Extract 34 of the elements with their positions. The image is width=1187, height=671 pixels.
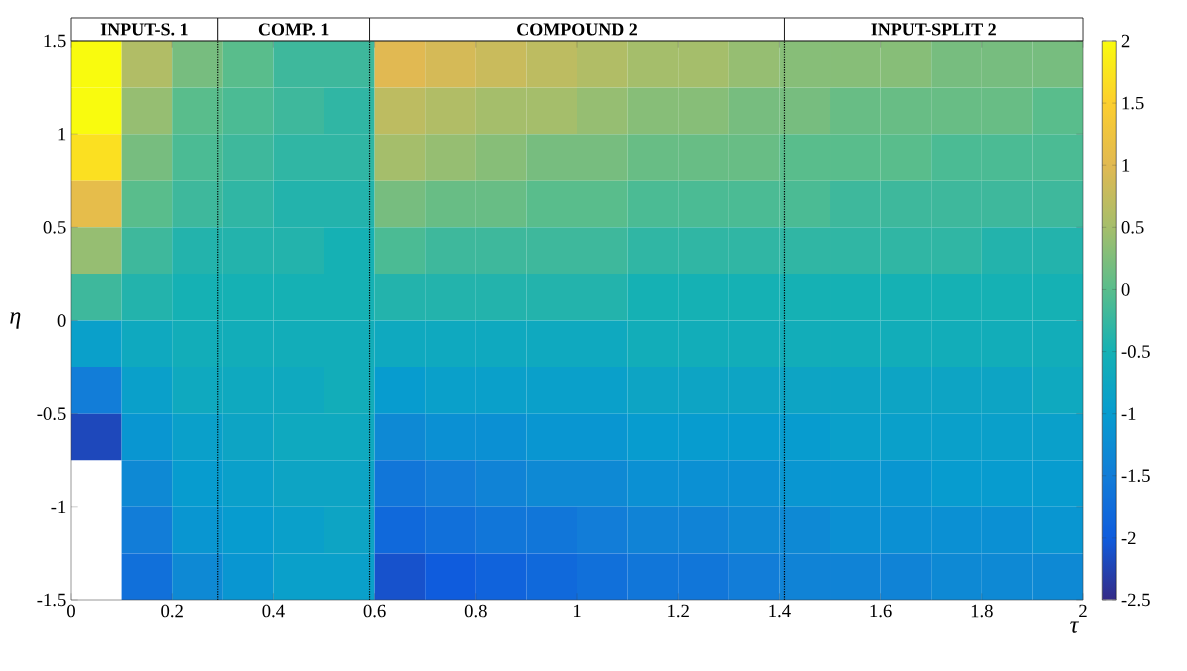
y-tick-label: 1.5 <box>44 34 66 48</box>
y-tick-label: 0 <box>57 314 66 327</box>
x-tick-label: 0.8 <box>464 604 487 618</box>
x-tick-label: 1.8 <box>971 604 993 618</box>
text: INPUT-S. 1 <box>100 23 188 36</box>
color-bar-label: -1 <box>1121 407 1136 420</box>
x-tick-label: 0.2 <box>161 604 183 618</box>
color-bar-label: -2.5 <box>1121 593 1150 607</box>
color-bar-label: -0.5 <box>1121 345 1150 358</box>
y-tick-label: -1 <box>51 500 66 513</box>
text: COMPOUND 2 <box>517 23 637 36</box>
text: COMP. 1 <box>258 23 329 36</box>
x-axis-title: τ <box>1070 621 1080 633</box>
y-tick-label: -0.5 <box>37 407 66 421</box>
x-tick-label: 0.4 <box>262 604 285 618</box>
x-tick-label: 1.6 <box>870 604 892 618</box>
text: INPUT-SPLIT 2 <box>871 23 996 36</box>
y-tick-label: 1 <box>58 127 66 141</box>
color-bar-label: -1.5 <box>1121 469 1150 483</box>
x-tick-label: 1.4 <box>769 604 791 618</box>
y-axis-title: η <box>10 312 21 329</box>
x-tick-label: 0 <box>67 604 75 618</box>
x-tick-label: 1 <box>573 604 581 618</box>
color-bar-label: 2 <box>1121 34 1130 48</box>
y-tick-label: -1.5 <box>37 593 66 607</box>
color-bar-label: 1 <box>1122 159 1130 172</box>
y-tick-label: 0.5 <box>43 220 66 234</box>
x-tick-label: 2 <box>1079 604 1087 618</box>
color-bar-label: -2 <box>1121 531 1136 545</box>
x-tick-label: 0.6 <box>363 604 386 618</box>
color-bar-label: 0.5 <box>1121 220 1144 234</box>
x-tick-label: 1.2 <box>668 604 689 618</box>
color-bar-label: 1.5 <box>1122 96 1144 110</box>
color-bar-label: 0 <box>1121 283 1130 296</box>
